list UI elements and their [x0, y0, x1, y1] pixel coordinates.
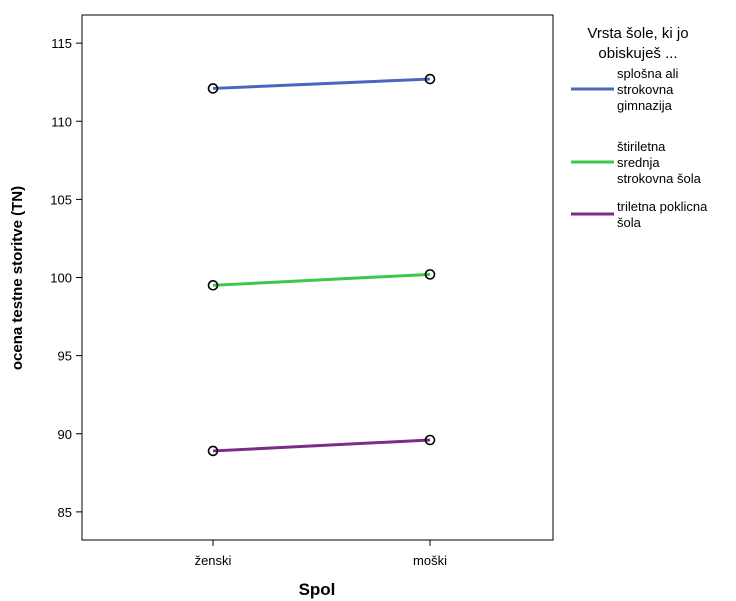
series-line: [212, 438, 431, 453]
y-tick-label: 95: [58, 349, 72, 364]
legend-label: štiriletna: [617, 139, 666, 154]
y-tick-label: 100: [50, 271, 72, 286]
legend-label: splošna ali: [617, 66, 679, 81]
y-tick-label: 85: [58, 505, 72, 520]
y-tick-label: 110: [51, 114, 72, 129]
data-point: [424, 269, 436, 280]
y-axis-title: ocena testne storitve (TN): [9, 186, 26, 370]
y-axis: 85 90 95 100 105 110 115: [50, 36, 82, 520]
legend-label: strokovna šola: [617, 171, 702, 186]
y-tick-label: 90: [58, 427, 72, 442]
x-tick-label: ženski: [195, 553, 232, 568]
legend-label: strokovna: [617, 82, 674, 97]
legend-title-line-2: obiskuješ ...: [598, 45, 677, 62]
data-point: [424, 73, 436, 85]
series-line: [212, 77, 431, 90]
data-point: [207, 445, 219, 457]
x-axis: ženski moški: [195, 540, 447, 568]
legend-label: gimnazija: [617, 98, 673, 113]
y-tick-label: 115: [51, 36, 72, 51]
data-point: [207, 83, 219, 94]
legend-title-line-1: Vrsta šole, ki jo: [587, 25, 688, 42]
x-axis-title: Spol: [299, 580, 336, 599]
legend-label: srednja: [617, 155, 660, 170]
data-point: [207, 280, 219, 291]
legend: Vrsta šole, ki jo obiskuješ ... splošna …: [571, 25, 708, 230]
x-tick-label: moški: [413, 553, 447, 568]
plot-area: [81, 14, 554, 541]
legend-label: triletna poklicna: [617, 199, 708, 214]
data-point: [424, 434, 436, 446]
series-layer: [207, 73, 436, 457]
y-tick-label: 105: [50, 192, 72, 207]
series-line: [212, 272, 431, 287]
legend-label: šola: [617, 215, 642, 230]
